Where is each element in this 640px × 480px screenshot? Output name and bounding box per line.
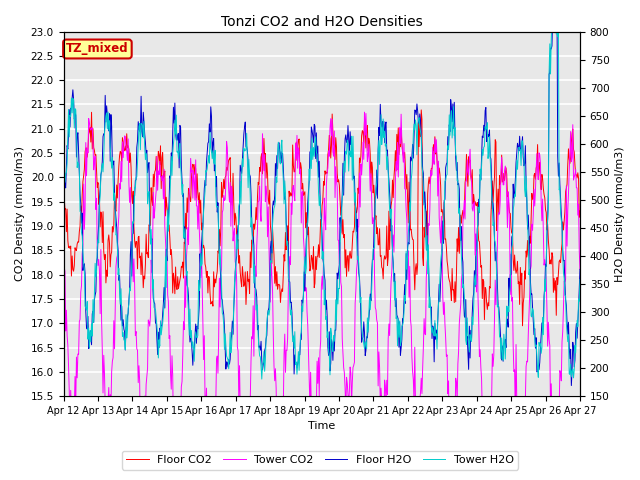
Tower H2O [400,310,408,316]
Line: Tower H2O: Tower H2O [63,3,580,379]
Tower H2O [550,0,557,6]
Line: Tower CO2: Tower CO2 [63,112,580,466]
Title: Tonzi CO2 and H2O Densities: Tonzi CO2 and H2O Densities [221,15,422,29]
Floor CO2 [385,254,392,260]
Floor H2O [69,87,77,93]
Legend: Floor CO2, Tower CO2, Floor H2O, Tower H2O: Floor CO2, Tower CO2, Floor H2O, Tower H… [122,451,518,469]
X-axis label: Time: Time [308,421,335,432]
Floor CO2 [399,152,407,158]
Floor CO2 [175,286,182,291]
Tower H2O [69,96,77,101]
Floor CO2 [202,264,209,270]
Line: Floor CO2: Floor CO2 [63,110,580,326]
Tower H2O [175,156,182,161]
Tower H2O [385,192,393,198]
Floor H2O [175,131,182,136]
Floor H2O [202,182,209,188]
Tower CO2 [122,144,130,150]
Floor CO2 [518,323,526,329]
Floor CO2 [576,208,584,214]
Tower H2O [122,312,130,318]
Tower H2O [576,276,584,282]
Text: TZ_mixed: TZ_mixed [66,43,129,56]
Floor CO2 [417,107,425,113]
Tower CO2 [482,463,490,469]
Tower CO2 [361,109,369,115]
Tower CO2 [69,394,77,399]
Y-axis label: H2O Density (mmol/m3): H2O Density (mmol/m3) [615,146,625,282]
Floor H2O [576,266,584,272]
Tower CO2 [400,141,408,146]
Floor H2O [60,193,67,199]
Floor CO2 [60,179,67,184]
Floor H2O [399,315,407,321]
Floor CO2 [69,266,77,272]
Floor H2O [122,324,130,330]
Tower H2O [258,376,266,382]
Y-axis label: CO2 Density (mmol/m3): CO2 Density (mmol/m3) [15,146,25,281]
Tower H2O [60,177,67,182]
Tower CO2 [175,395,182,400]
Tower CO2 [202,405,209,410]
Floor H2O [568,383,575,388]
Tower H2O [202,168,209,173]
Tower CO2 [385,321,393,327]
Tower CO2 [576,266,584,272]
Floor H2O [385,167,392,173]
Line: Floor H2O: Floor H2O [63,0,580,385]
Floor CO2 [122,147,130,153]
Tower CO2 [60,245,67,251]
